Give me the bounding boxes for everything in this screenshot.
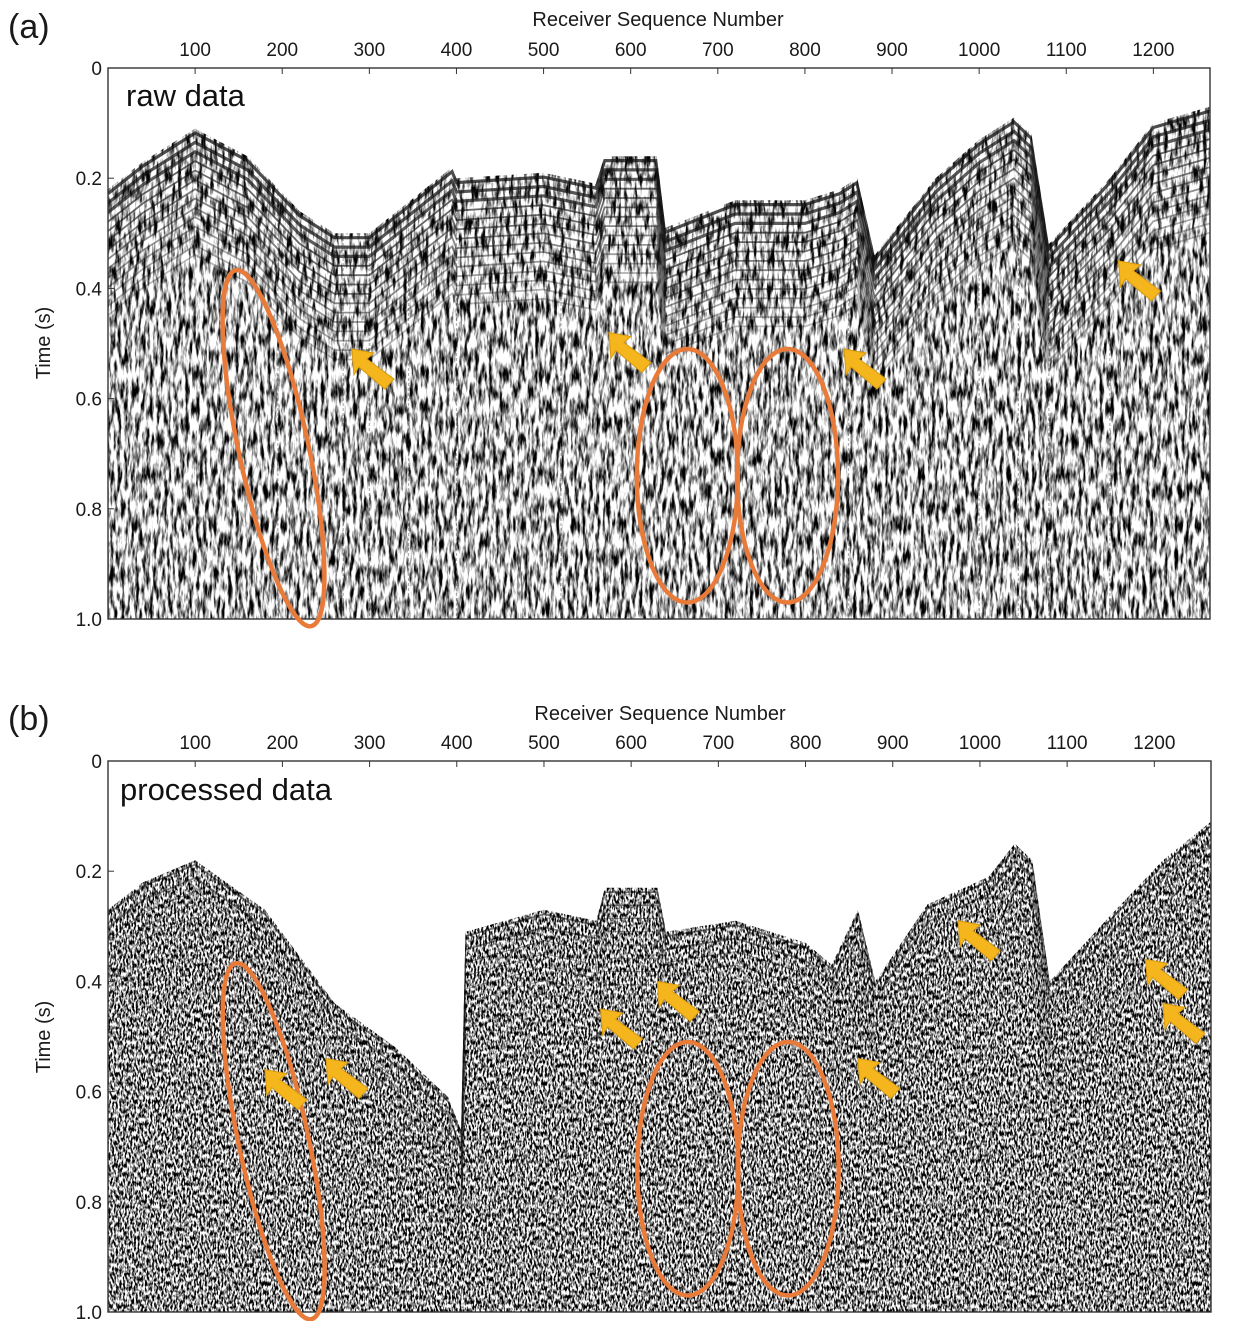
plot-area: 100 200 300 400 500 600 700 800 900 1000 1100 1200 … [76,40,1211,631]
y-tick-label: 0.2 [76,862,102,883]
annotations [220,920,1206,1321]
x-tick-label: 500 [528,40,560,61]
highlight-arrow [957,920,1001,962]
reflection-event [108,905,1211,1215]
reflection-event [108,185,1210,337]
inset-label: raw data [126,78,246,113]
x-tick-label: 1000 [959,733,1001,754]
y-tick-label: 1.0 [76,610,102,631]
x-tick-label: 600 [615,733,647,754]
highlight-arrow [1162,1002,1206,1045]
highlight-arrow [325,1057,369,1100]
highlight-ellipse [735,1039,841,1298]
highlight-arrow [843,348,887,390]
y-ticks: 0 0.2 0.4 0.6 0.8 1.0 [76,59,114,631]
reflection-event [108,138,1210,290]
y-tick-label: 0 [91,752,102,773]
x-tick-label: 400 [441,733,473,754]
plot-frame [107,67,1211,620]
panel-a: (a) Receiver Sequence Number Time (s) 10… [8,8,1211,631]
highlight-arrow [857,1057,901,1100]
x-tick-label: 1200 [1132,40,1174,61]
x-axis-title: Receiver Sequence Number [532,9,784,31]
highlight-arrow [656,980,701,1023]
highlight-arrow [1145,958,1189,1001]
x-tick-label: 800 [789,40,821,61]
reflection-event [108,166,1210,319]
highlight-arrow [264,1068,308,1111]
reflection-event [108,222,1210,375]
highlight-arrow [600,1008,644,1050]
x-tick-label: 1100 [1047,733,1088,754]
highlight-ellipse [220,960,327,1321]
x-tick-label: 1000 [958,40,1000,61]
reflection-event [108,203,1210,356]
reflection-event [108,918,1211,1228]
reflection-event [108,156,1210,309]
x-ticks: 100 200 300 400 500 600 700 800 900 1000 1100 1200 [179,40,1175,74]
x-tick-label: 800 [790,733,822,754]
y-tick-label: 0.8 [76,500,102,521]
x-tick-label: 1100 [1046,40,1087,61]
y-axis-title: Time (s) [33,1001,55,1074]
highlight-arrow [351,348,395,390]
x-axis-title: Receiver Sequence Number [534,703,786,725]
reflection-event [108,931,1211,1241]
highlight-ellipse [734,346,841,605]
panel-label: (b) [8,700,50,738]
plot-frame [107,760,1212,1313]
x-tick-label: 500 [528,733,560,754]
reflection-event [108,825,1211,1135]
panel-label: (a) [8,8,50,46]
reflection-event [108,128,1210,283]
y-tick-label: 0.6 [76,1083,102,1104]
reflection-event [108,852,1211,1162]
x-tick-label: 300 [353,40,385,61]
reflection-event [108,865,1211,1175]
x-tick-label: 200 [267,733,299,754]
x-tick-label: 700 [702,40,734,61]
highlight-ellipse [220,267,327,629]
y-tick-label: 0.6 [76,390,102,411]
x-tick-label: 600 [615,40,647,61]
y-tick-label: 0.8 [76,1193,102,1214]
x-tick-label: 900 [877,733,909,754]
reflection-event [108,175,1210,328]
x-tick-label: 400 [441,40,473,61]
highlight-arrow [608,331,652,374]
reflection-event [108,147,1210,300]
reflection-event [108,838,1211,1149]
x-tick-label: 100 [179,40,211,61]
x-tick-label: 300 [354,733,386,754]
inset-label-background [116,74,276,116]
y-axis-title: Time (s) [33,307,55,380]
y-tick-label: 0.4 [76,279,103,300]
reflection-event [108,231,1210,384]
reflection-event [108,194,1210,347]
x-tick-label: 200 [266,40,298,61]
y-tick-label: 0.2 [76,169,102,190]
panel-b: (b) Receiver Sequence Number Time (s) 10… [8,700,1212,1321]
reflection-events [108,825,1211,1254]
y-tick-label: 0.4 [76,972,103,993]
reflection-event [108,213,1210,365]
x-tick-label: 100 [179,733,211,754]
plot-area: 100 200 300 400 500 600 700 800 900 1000 1100 1200 … [76,733,1212,1321]
x-tick-label: 700 [703,733,735,754]
highlight-arrow [1117,260,1162,302]
y-ticks: 0 0.2 0.4 0.6 0.8 1.0 [76,752,114,1321]
x-tick-label: 900 [876,40,908,61]
y-tick-label: 0 [91,59,102,80]
x-tick-label: 1200 [1133,733,1175,754]
annotations [220,260,1162,629]
inset-label: processed data [120,772,333,807]
y-tick-label: 1.0 [76,1303,102,1321]
x-ticks: 100 200 300 400 500 600 700 800 900 1000 1100 1200 [179,733,1175,767]
